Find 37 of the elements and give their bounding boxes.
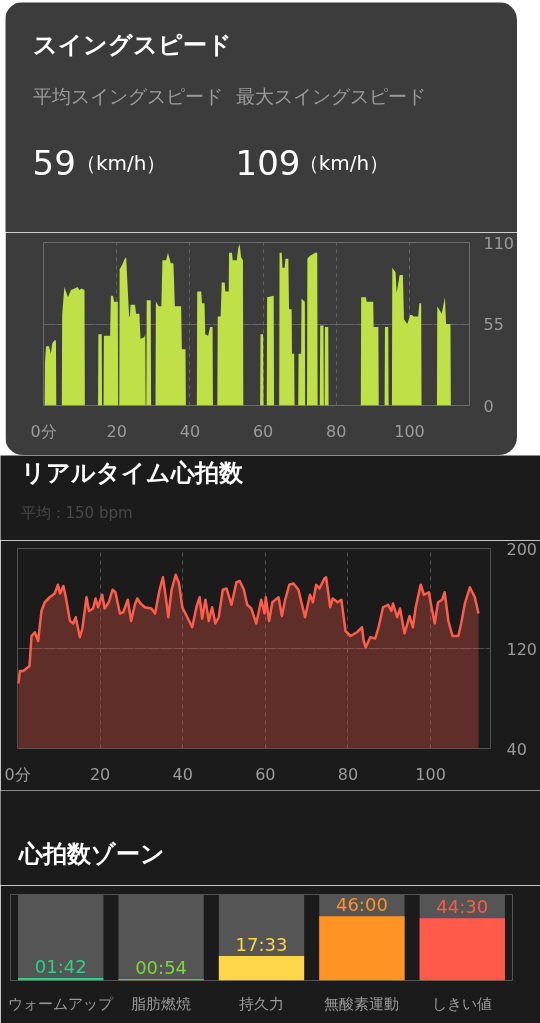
x-tick-label: 60: [252, 421, 274, 441]
x-tick-label: 80: [326, 421, 347, 441]
text: 109: [235, 143, 301, 183]
y-tick-label: 110: [483, 233, 515, 253]
data-label: 44:30: [436, 896, 489, 918]
x-tick-label: ウォームアップ: [8, 994, 115, 1013]
text: 最大スイングスピード: [235, 84, 426, 107]
text: （km/h）: [298, 150, 390, 175]
x-tick-label: 20: [89, 764, 111, 784]
x-tick-label: 持久力: [239, 994, 284, 1013]
x-tick-label: 60: [255, 764, 276, 784]
text: 59: [32, 143, 76, 183]
chart-title: リアルタイム心拍数: [20, 458, 244, 487]
data-label: 00:54: [135, 957, 188, 979]
x-tick-label: しきい値: [432, 994, 493, 1013]
y-tick-label: 0: [483, 396, 494, 416]
x-tick-label: 40: [172, 764, 193, 784]
data-label: 17:33: [235, 933, 288, 955]
x-tick-label: 無酸素運動: [324, 994, 400, 1013]
x-tick-label: 20: [106, 421, 127, 441]
y-tick-label: 120: [506, 639, 538, 659]
data-label: 46:00: [335, 894, 388, 916]
y-tick-label: 40: [506, 739, 527, 759]
chart-title: スイングスピード: [32, 30, 232, 59]
x-tick-label: 100: [415, 764, 446, 784]
x-tick-label: 0分: [4, 764, 31, 784]
text: 平均スイングスピード: [32, 84, 223, 107]
chart-title: 心拍数ゾーン: [17, 839, 165, 868]
x-tick-label: 80: [337, 764, 359, 784]
data-label: 01:42: [34, 956, 87, 978]
y-tick-label: 55: [483, 315, 504, 334]
x-tick-label: 100: [394, 421, 425, 441]
x-tick-label: 0分: [30, 421, 57, 441]
x-tick-label: 40: [179, 421, 201, 441]
text: （km/h）: [75, 150, 167, 175]
x-tick-label: 脂肪燃焼: [131, 994, 192, 1013]
y-tick-label: 200: [506, 539, 538, 559]
